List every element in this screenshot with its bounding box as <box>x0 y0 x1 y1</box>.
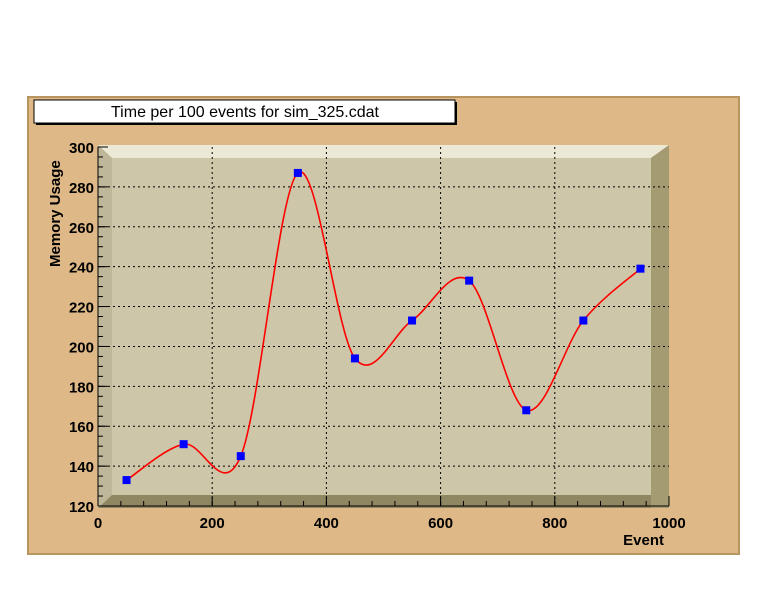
x-tick-label: 600 <box>428 515 453 532</box>
y-axis-title: Memory Usage <box>47 160 64 267</box>
data-point <box>522 406 531 415</box>
plot-area <box>112 158 651 495</box>
frame-left-bevel <box>98 145 112 508</box>
data-point <box>350 354 359 363</box>
x-axis-title: Event <box>623 532 664 549</box>
data-point <box>122 476 131 485</box>
y-tick-label: 240 <box>69 260 94 277</box>
series-layer <box>122 168 645 485</box>
x-tick-label: 800 <box>542 515 567 532</box>
x-tick-label: 400 <box>314 515 339 532</box>
grid <box>98 147 669 506</box>
x-tick-label: 1000 <box>652 515 685 532</box>
data-point <box>293 168 302 177</box>
frame-right-bevel <box>651 145 669 508</box>
axes: 0 200 400 600 800 1000 120 140 160 180 200 220 240 26… <box>69 140 686 532</box>
frame-bottom-bevel <box>98 495 651 508</box>
data-point <box>636 264 645 273</box>
y-tick-label: 220 <box>69 300 94 317</box>
x-tick-label: 0 <box>94 515 102 532</box>
y-tick-label: 160 <box>69 419 94 436</box>
data-point <box>408 316 417 325</box>
data-point <box>579 316 588 325</box>
data-point <box>179 440 188 449</box>
y-tick-label: 180 <box>69 379 94 396</box>
x-tick-label: 200 <box>200 515 225 532</box>
y-tick-label: 140 <box>69 459 94 476</box>
frame-top-bevel <box>98 145 669 158</box>
title-box <box>33 99 456 124</box>
chart-title: Time per 100 events for sim_325.cdat <box>111 104 380 121</box>
y-tick-label: 120 <box>69 499 94 516</box>
data-point <box>236 452 245 461</box>
y-tick-label: 280 <box>69 180 94 197</box>
data-point <box>465 276 474 285</box>
y-tick-label: 200 <box>69 339 94 356</box>
y-tick-label: 260 <box>69 220 94 237</box>
y-tick-label: 300 <box>69 140 94 157</box>
